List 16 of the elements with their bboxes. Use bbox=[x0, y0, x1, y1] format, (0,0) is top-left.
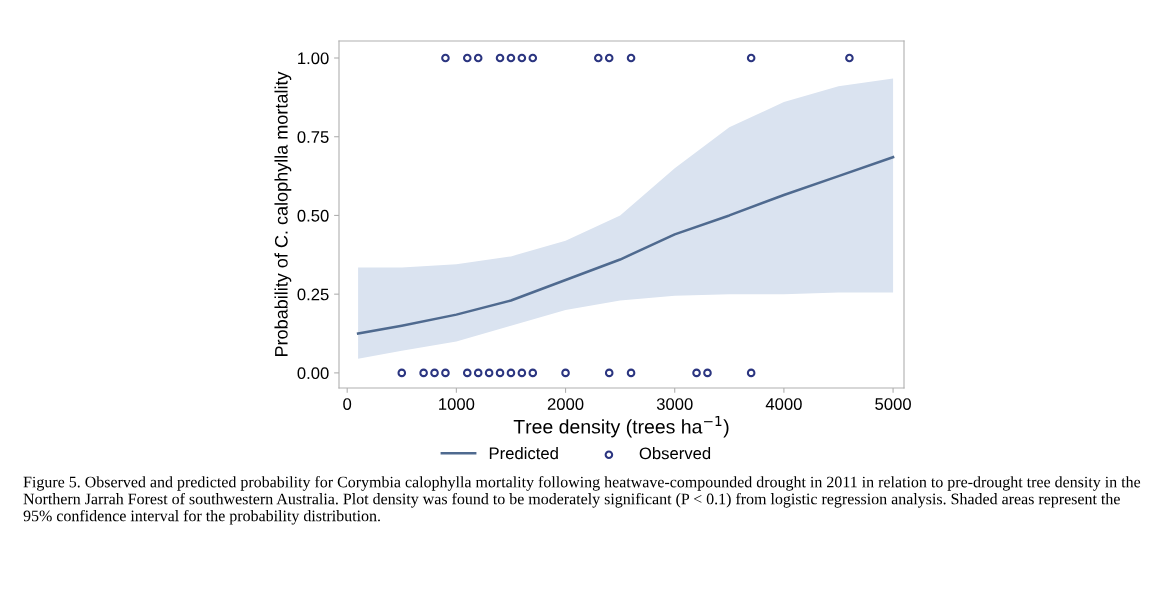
y-tick-label: 0.50 bbox=[297, 209, 329, 222]
x-tick-label: 1000 bbox=[439, 398, 475, 410]
y-tick-label: 0.75 bbox=[297, 131, 329, 143]
y-tick-label: 0.00 bbox=[297, 367, 329, 380]
x-axis-title: Tree density (trees ha$^{−1}$) bbox=[513, 416, 729, 438]
x-tick-label: 0 bbox=[343, 398, 352, 410]
y-axis-title: Probability of C. calophylla mortality bbox=[274, 71, 292, 357]
legend-label: Observed bbox=[639, 447, 711, 460]
x-tick-label: 5000 bbox=[875, 398, 911, 410]
caption: Figure 5. Observed and predicted probability for Corymbia calophylla mortality following heatwave-compounded drought in 2011 in relation to pre-drought tree density in the Northern Jarrah Forest of southwestern Australia. Plot density was found to be moderately significant (P < 0.1) from logistic regression analysis. Shaded areas represent the 95% confidence interval for the probability distribution. bbox=[23, 476, 1141, 525]
x-tick-label: 3000 bbox=[656, 398, 693, 410]
legend-label: Predicted bbox=[489, 447, 558, 460]
y-tick-label: 0.25 bbox=[297, 288, 329, 301]
x-tick-label: 2000 bbox=[547, 398, 584, 410]
x-tick-label: 4000 bbox=[765, 398, 802, 410]
y-tick-label: 1.00 bbox=[298, 52, 329, 65]
